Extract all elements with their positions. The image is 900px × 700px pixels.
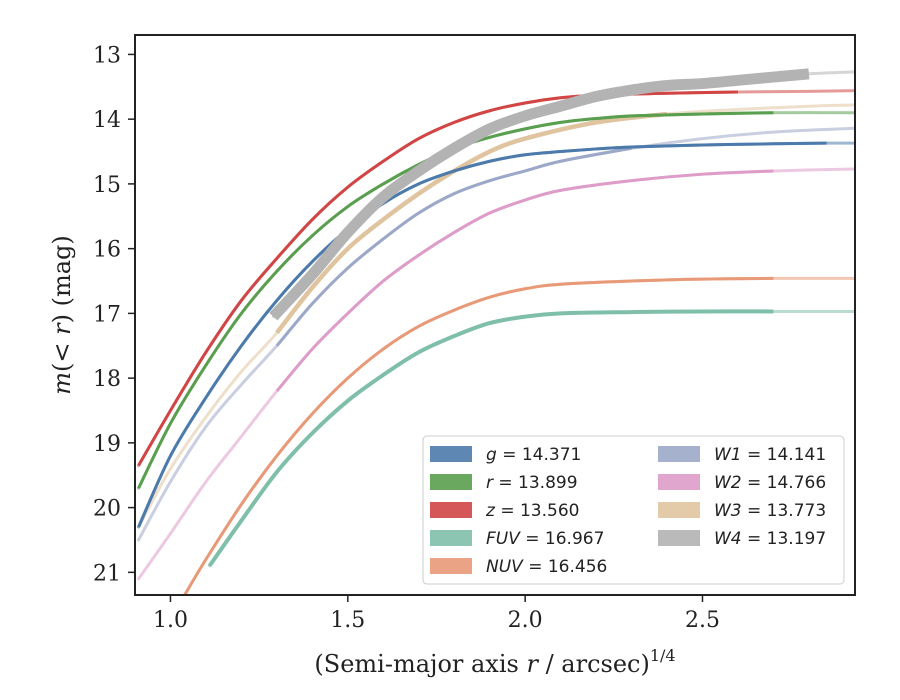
legend-label-nuv: NUV = 16.456 (486, 557, 607, 577)
legend-box (422, 435, 845, 585)
x-tick-label: 2.0 (508, 608, 543, 633)
series-line-nuv (183, 276, 774, 595)
y-tick-label: 20 (93, 497, 121, 522)
legend: g = 14.371 r = 13.899 z = 13.560 FUV = 16.9… (422, 435, 845, 585)
series-line-fuv (207, 309, 774, 568)
x-tick-label: 1.0 (153, 608, 188, 633)
legend-label-w3: W3 = 13.773 (714, 501, 826, 521)
y-tick-label: 17 (93, 302, 121, 327)
legend-swatch-z (430, 502, 472, 518)
y-tick-label: 15 (93, 173, 121, 198)
legend-label-w4: W4 = 13.197 (714, 529, 826, 549)
legend-swatch-w2 (658, 474, 700, 490)
y-tick-label: 14 (93, 108, 121, 133)
y-tick-label: 21 (93, 561, 121, 586)
series-line-w1 (275, 146, 632, 347)
x-tick-label: 2.5 (685, 608, 720, 633)
legend-label-z: z = 13.560 (485, 501, 579, 521)
legend-swatch-nuv (430, 558, 472, 574)
legend-label-r: r = 13.899 (486, 473, 578, 493)
legend-label-g: g = 14.371 (486, 445, 581, 465)
x-axis-label: (Semi-major axis r / arcsec)1/4 (314, 646, 675, 678)
legend-swatch-w4 (658, 530, 700, 546)
legend-swatch-r (430, 474, 472, 490)
y-axis-label: m(< r) (mag) (48, 235, 76, 395)
legend-label-fuv: FUV = 16.967 (486, 529, 604, 549)
y-tick-label: 13 (93, 43, 121, 68)
y-tick-label: 19 (93, 432, 121, 457)
legend-swatch-fuv (430, 530, 472, 546)
y-tick-label: 16 (93, 238, 121, 263)
plot-frame (134, 34, 856, 596)
y-tick-label: 18 (93, 367, 121, 392)
series-line-w4 (269, 68, 810, 321)
series-line-w3 (275, 111, 668, 335)
legend-swatch-w1 (658, 446, 700, 462)
legend-swatch-w3 (658, 502, 700, 518)
series-line-g (137, 141, 827, 528)
x-tick-label: 1.5 (330, 608, 365, 633)
legend-label-w1: W1 = 14.141 (714, 445, 826, 465)
series-line-w2 (275, 169, 774, 393)
legend-swatch-g (430, 446, 472, 462)
series-layer (137, 68, 855, 595)
y-axis-ticks: 13 14 15 16 17 18 19 20 21 (93, 43, 135, 586)
x-axis-ticks: 1.0 1.5 2.0 2.5 (153, 595, 720, 633)
legend-label-w2: W2 = 14.766 (714, 473, 826, 493)
